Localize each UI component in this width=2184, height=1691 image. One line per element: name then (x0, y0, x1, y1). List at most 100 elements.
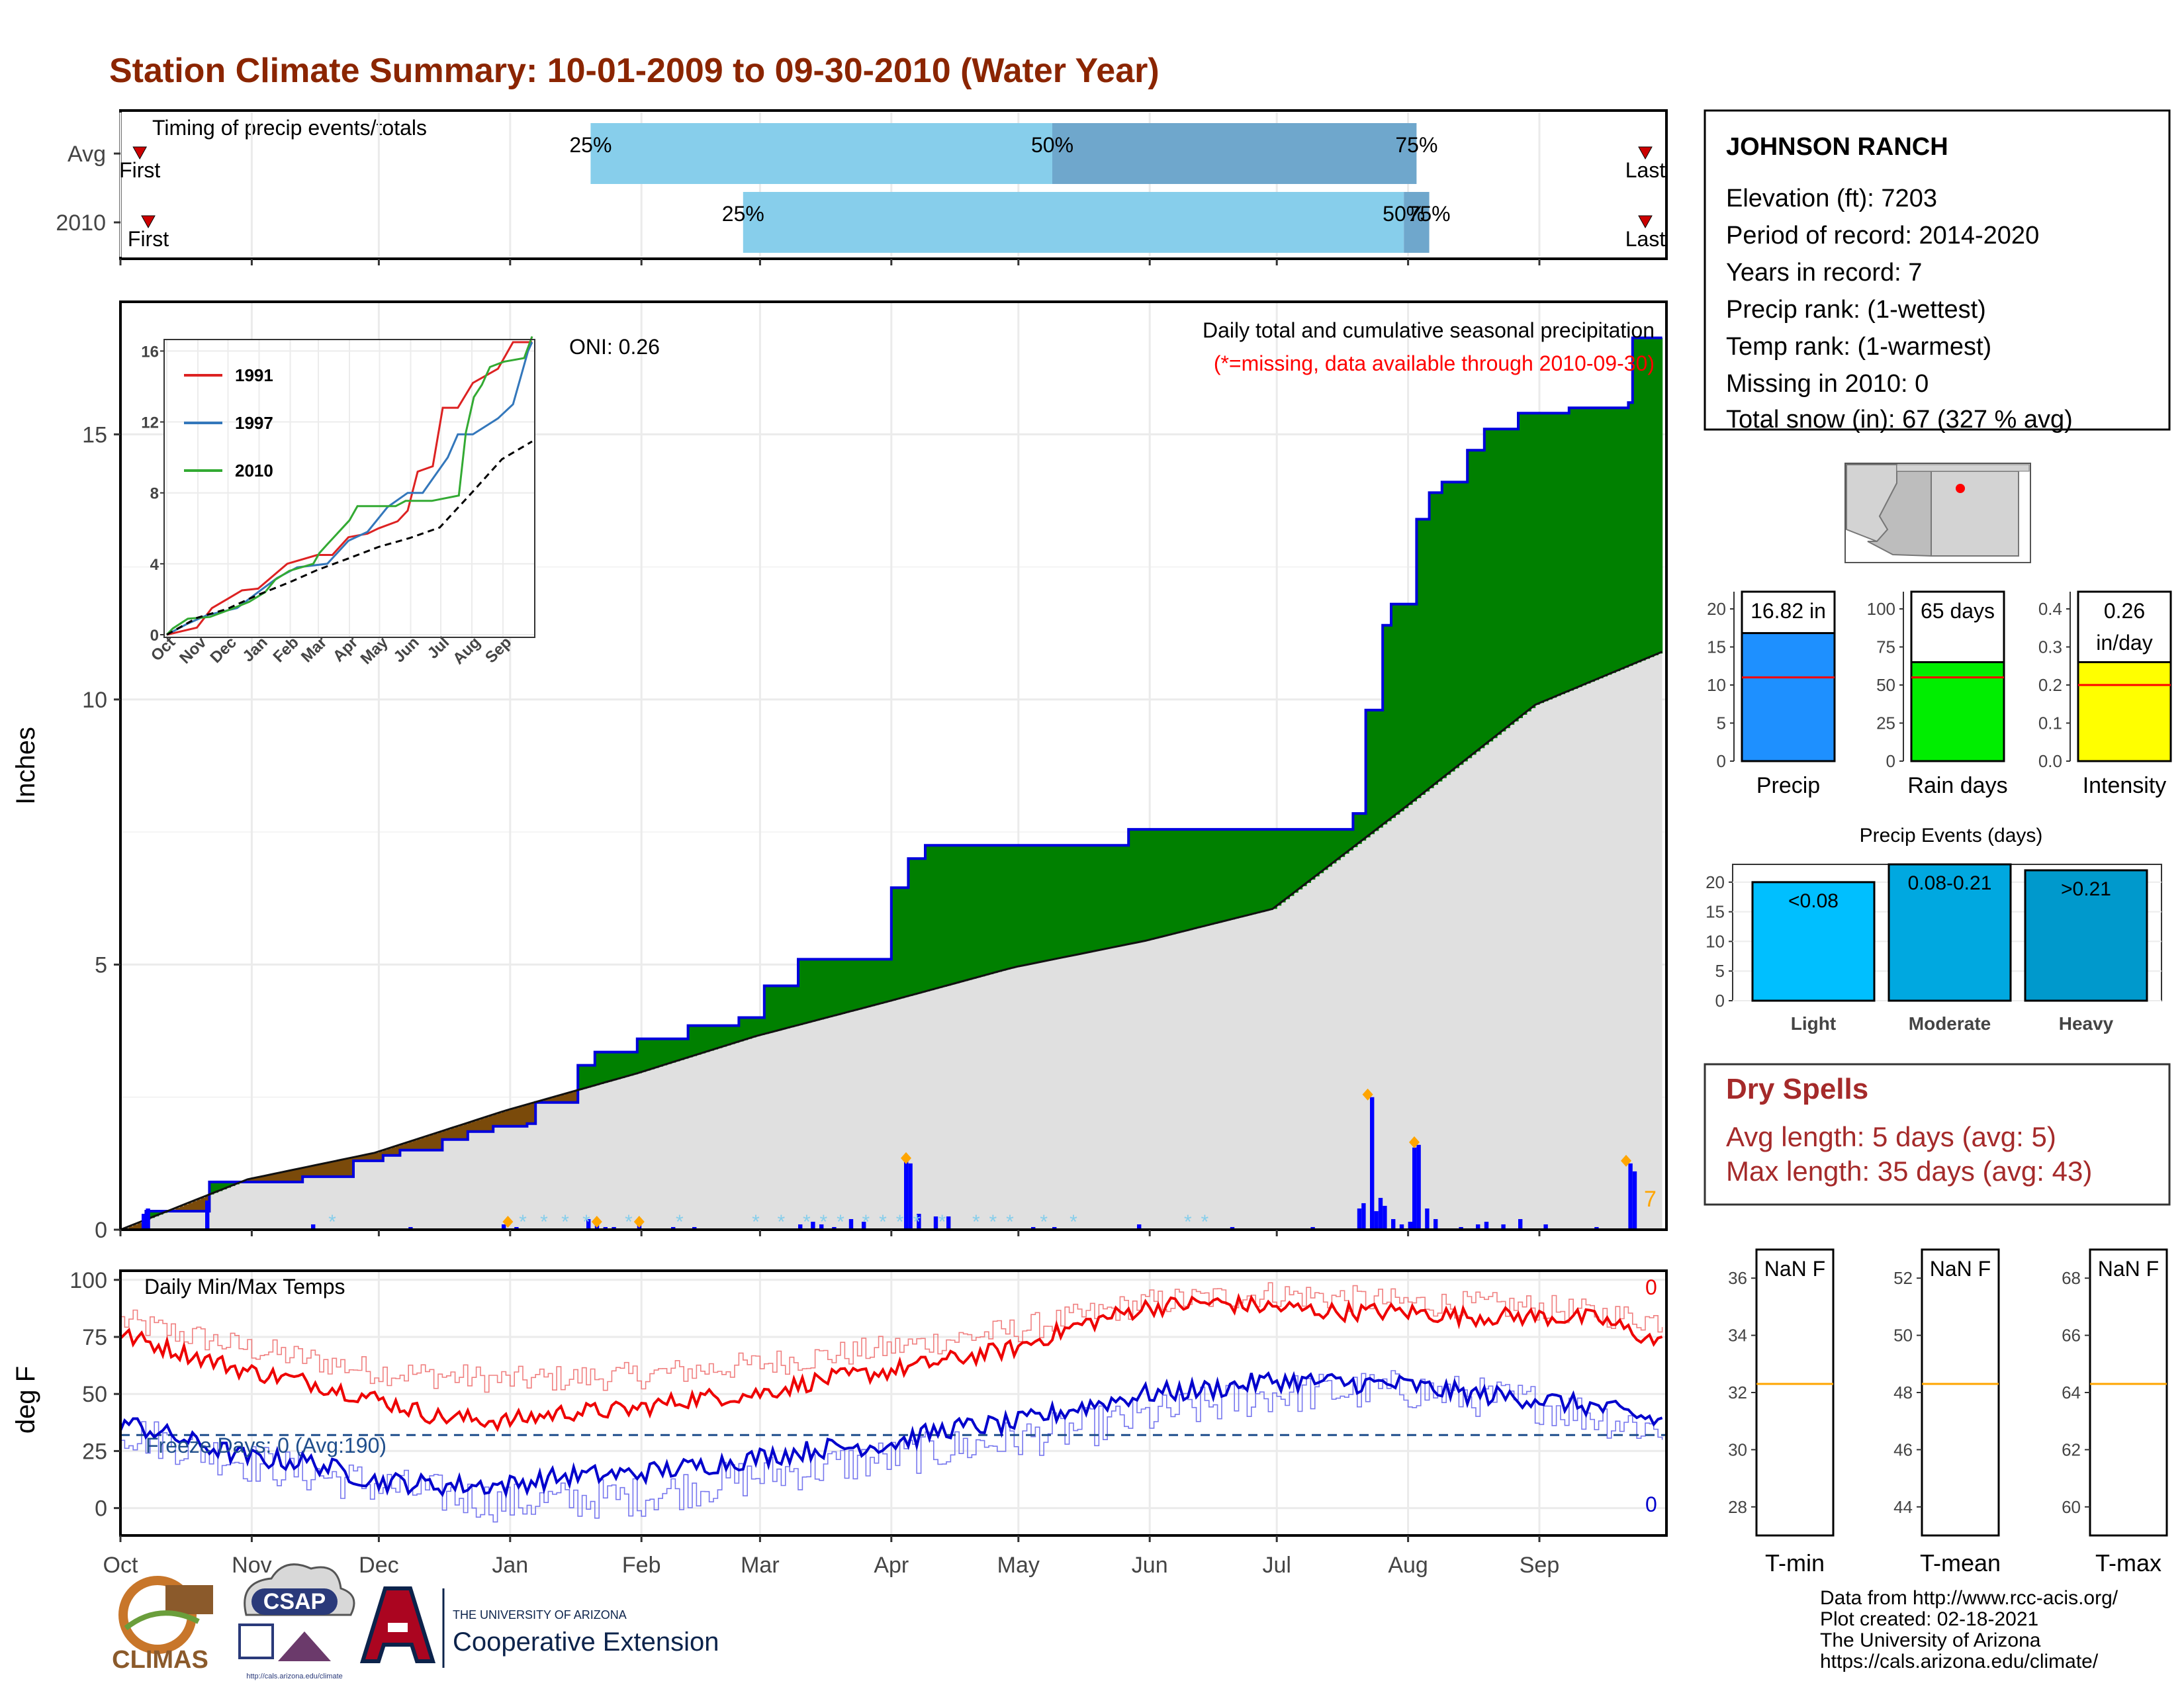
above-avg-fill (1205, 829, 1209, 926)
last-event-label: Last (1625, 227, 1666, 251)
above-avg-fill (1095, 845, 1099, 951)
above-avg-fill (1582, 408, 1586, 685)
above-avg-fill (641, 1039, 646, 1072)
temp-ytick-label: 25 (82, 1439, 107, 1464)
above-avg-fill (1446, 482, 1451, 774)
below-avg-fill (506, 1111, 510, 1126)
station-info-box: JOHNSON RANCH Elevation (ft): 7203 Perio… (1705, 111, 2169, 434)
events-bar-name: Moderate (1909, 1013, 1991, 1034)
above-avg-fill (913, 858, 917, 995)
above-avg-fill (887, 959, 891, 1001)
above-avg-fill (1408, 604, 1413, 805)
above-avg-fill (633, 1052, 637, 1075)
above-avg-fill (662, 1039, 667, 1066)
above-avg-fill (1442, 482, 1447, 778)
above-avg-fill (1091, 845, 1095, 952)
above-avg-fill (1357, 813, 1362, 844)
below-avg-fill (498, 1113, 502, 1126)
below-avg-fill (459, 1125, 464, 1139)
above-avg-fill (1599, 408, 1604, 678)
summary-ytick-label: 0.1 (2038, 713, 2062, 733)
above-avg-fill (692, 1026, 697, 1056)
month-label: Feb (622, 1553, 661, 1578)
above-avg-fill (1569, 408, 1574, 690)
above-avg-fill (807, 959, 811, 1023)
daily-precip-bar (934, 1216, 938, 1230)
daily-precip-bar (1628, 1164, 1632, 1230)
above-avg-fill (1565, 413, 1569, 692)
logos: CLIMAS CSAP http://cals.arizona.edu/clim… (112, 1565, 719, 1680)
above-avg-fill (1400, 604, 1404, 811)
above-avg-fill (1107, 845, 1112, 948)
temp-ytick-label: 50 (82, 1382, 107, 1407)
above-avg-fill (858, 959, 862, 1009)
below-avg-fill (480, 1119, 485, 1132)
above-avg-fill (1437, 492, 1442, 781)
above-avg-fill (1171, 829, 1175, 935)
station-missing: Missing in 2010: 0 (1726, 370, 1929, 398)
summary-bar-name: Intensity (2083, 773, 2167, 798)
below-avg-fill (281, 1172, 286, 1182)
above-avg-fill (675, 1039, 680, 1062)
daily-precip-bar (1425, 1209, 1429, 1230)
daily-precip-bar (1379, 1198, 1383, 1230)
above-avg-fill (1310, 829, 1315, 880)
above-avg-fill (1044, 845, 1048, 961)
above-avg-fill (1001, 845, 1006, 970)
above-avg-fill (1476, 450, 1480, 751)
summary-ytick-label: 0.2 (2038, 675, 2062, 695)
above-avg-fill (684, 1039, 688, 1059)
temp-mini-frame (1922, 1250, 1999, 1535)
events-ytick-label: 15 (1706, 902, 1725, 922)
above-avg-fill (709, 1026, 714, 1051)
month-label: Jul (1262, 1553, 1291, 1578)
precip-note: Daily total and cumulative seasonal prec… (1203, 318, 1655, 342)
daily-precip-bar (1374, 1211, 1378, 1230)
above-avg-fill (1247, 829, 1251, 915)
above-avg-fill (586, 1066, 591, 1088)
above-avg-fill (790, 985, 794, 1027)
above-avg-fill (1099, 845, 1103, 950)
daily-precip-bar (205, 1201, 209, 1230)
above-avg-fill (1239, 829, 1244, 917)
above-avg-fill (1192, 829, 1197, 929)
above-avg-fill (1120, 845, 1124, 946)
below-avg-fill (514, 1108, 519, 1126)
temp-mini-frame (1756, 1250, 1833, 1535)
above-avg-fill (1467, 450, 1472, 758)
above-avg-fill (735, 1026, 739, 1043)
above-avg-fill (1251, 829, 1256, 914)
station-snow: Total snow (in): 67 (327 % avg) (1726, 406, 2073, 434)
above-avg-fill (1463, 482, 1468, 761)
climas-logo: CLIMAS (112, 1580, 213, 1674)
oni-label: ONI: 0.26 (569, 335, 660, 359)
above-avg-fill (832, 959, 837, 1016)
above-avg-fill (917, 858, 921, 993)
above-avg-fill (1209, 829, 1214, 925)
below-avg-fill (569, 1093, 574, 1103)
below-avg-fill (426, 1136, 430, 1150)
below-avg-fill (332, 1162, 337, 1177)
above-avg-fill (993, 845, 997, 973)
above-avg-fill (1548, 413, 1553, 700)
precip-ytick-label: 5 (95, 952, 107, 978)
below-avg-fill (472, 1121, 477, 1132)
dry-spells-box: Dry Spells Avg length: 5 days (avg: 5) M… (1705, 1064, 2169, 1205)
temp-mini-value: NaN F (1930, 1257, 1991, 1281)
temp-ytick-label: 0 (95, 1496, 107, 1522)
events-bar-label: >0.21 (2061, 878, 2111, 900)
below-avg-fill (345, 1159, 349, 1177)
below-avg-fill (510, 1109, 515, 1126)
above-avg-fill (1387, 625, 1392, 821)
daily-precip-bar (1391, 1219, 1395, 1230)
temp-ytick-label: 75 (82, 1325, 107, 1350)
below-avg-fill (484, 1117, 489, 1132)
precip-ytick-label: 15 (82, 422, 107, 447)
events-bar-label: 0.08-0.21 (1908, 872, 1992, 894)
inset-ytick-label: 12 (141, 414, 159, 432)
above-avg-fill (590, 1066, 595, 1087)
above-avg-fill (620, 1052, 625, 1078)
above-avg-fill (1031, 845, 1036, 964)
temp-mini-ytick-label: 66 (2062, 1326, 2081, 1346)
above-avg-fill (726, 1026, 731, 1046)
